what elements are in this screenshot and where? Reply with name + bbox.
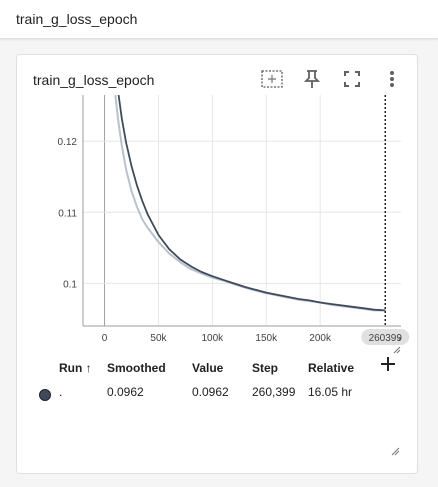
col-smoothed-header[interactable]: Smoothed	[107, 361, 166, 375]
series-lines	[114, 95, 386, 312]
add-column-icon[interactable]	[380, 356, 396, 377]
x-tick-label: 50k	[150, 333, 167, 344]
cursor-label: 260399	[369, 333, 403, 344]
y-tick-label: 0.12	[58, 137, 78, 148]
pin-icon[interactable]	[300, 67, 324, 91]
more-vert-icon[interactable]	[380, 67, 404, 91]
page-title: train_g_loss_epoch	[16, 11, 138, 27]
col-relative-header[interactable]: Relative	[308, 361, 355, 375]
x-tick-label: 200k	[309, 333, 332, 344]
cell-step: 260,399	[252, 385, 296, 399]
fullscreen-icon[interactable]	[340, 67, 364, 91]
run-color-swatch[interactable]	[39, 389, 51, 401]
top-bar: train_g_loss_epoch	[0, 0, 438, 39]
cell-run: .	[59, 385, 63, 399]
x-tick-label: 0	[102, 333, 108, 344]
col-run-header[interactable]: Run ↑	[59, 361, 92, 375]
card-title: train_g_loss_epoch	[33, 72, 155, 88]
x-tick-labels: 0 50k 100k 150k 200k	[102, 333, 332, 344]
resize-handle-icon[interactable]	[393, 346, 401, 354]
x-tick-label: 150k	[255, 333, 278, 344]
card-resize-handle-icon[interactable]	[390, 446, 400, 456]
cell-smoothed: 0.0962	[107, 385, 144, 399]
line-chart[interactable]: 0.12 0.11 0.1 0 50k 100k 150k 200k 260399 ›	[17, 95, 417, 359]
y-tick-label: 0.11	[58, 208, 77, 219]
cell-value: 0.0962	[192, 385, 229, 399]
cursor-label-badge: 260399	[361, 329, 410, 345]
y-tick-labels: 0.12 0.11 0.1	[58, 137, 78, 290]
sort-arrow-icon[interactable]: ↑	[85, 361, 92, 375]
series-line-smoothed	[117, 95, 386, 312]
fit-domain-icon[interactable]	[260, 67, 284, 91]
col-step-header[interactable]: Step	[252, 361, 279, 375]
grid	[83, 95, 401, 326]
chevron-right-icon[interactable]: ›	[398, 333, 401, 343]
cell-relative: 16.05 hr	[308, 385, 353, 399]
scalar-card: train_g_loss_epoch 0.12 0.11 0.1 0 50k 100k 1…	[16, 54, 418, 474]
col-value-header[interactable]: Value	[192, 361, 224, 375]
x-tick-label: 100k	[202, 333, 225, 344]
y-tick-label: 0.1	[63, 279, 77, 290]
series-line-raw	[114, 95, 386, 312]
